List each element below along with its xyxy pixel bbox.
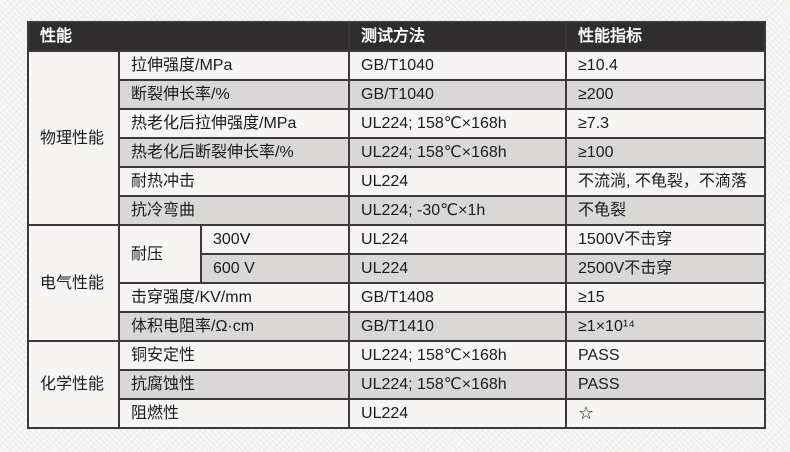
index-cell: ≥15 bbox=[565, 282, 767, 313]
table-row: 电气性能 耐压 300V UL224 1500V不击穿 bbox=[27, 224, 767, 342]
category-cell-chemical: 化学性能 bbox=[27, 340, 120, 429]
index-cell: 1500V不击穿 bbox=[565, 224, 767, 255]
property-cell: 600 V bbox=[199, 253, 351, 284]
property-cell: 抗腐蚀性 bbox=[117, 369, 351, 400]
property-cell: 阻燃性 bbox=[117, 398, 351, 429]
table-row: 抗冷弯曲 UL224; -30℃×1h 不龟裂 bbox=[28, 195, 767, 226]
method-cell: UL224 bbox=[348, 166, 568, 197]
method-cell: UL224; 158℃×168h bbox=[348, 108, 568, 139]
method-cell: UL224; 158℃×168h bbox=[348, 340, 568, 371]
method-cell: UL224 bbox=[348, 224, 568, 255]
table-row: 耐热冲击 UL224 不流淌, 不龟裂，不滴落 bbox=[28, 166, 767, 197]
table-row: 物理性能 拉伸强度/MPa GB/T1040 ≥10.4 bbox=[27, 50, 767, 226]
property-cell: 热老化后断裂伸长率/% bbox=[117, 137, 351, 168]
method-cell: UL224 bbox=[348, 253, 568, 284]
method-cell: GB/T1410 bbox=[348, 311, 568, 342]
properties-table: 性能 测试方法 性能指标 物理性能 拉伸强度/MPa GB/T1040 ≥10.… bbox=[26, 21, 767, 429]
method-cell: GB/T1408 bbox=[348, 282, 568, 313]
property-cell: 击穿强度/KV/mm bbox=[117, 282, 351, 313]
table-row: 击穿强度/KV/mm GB/T1408 ≥15 bbox=[28, 282, 767, 313]
table-row: 热老化后拉伸强度/MPa UL224; 158℃×168h ≥7.3 bbox=[28, 108, 767, 139]
method-cell: UL224 bbox=[348, 398, 568, 429]
category-cell-electrical: 电气性能 bbox=[27, 224, 120, 342]
property-cell: 断裂伸长率/% bbox=[117, 79, 351, 110]
table-row: 阻燃性 UL224 ☆ bbox=[28, 398, 767, 429]
index-cell: ≥200 bbox=[565, 79, 767, 110]
index-cell: 不流淌, 不龟裂，不滴落 bbox=[565, 166, 767, 197]
index-cell: ☆ bbox=[565, 398, 767, 429]
subgroup-cell-withstand-voltage: 耐压 bbox=[118, 224, 202, 284]
property-cell: 拉伸强度/MPa bbox=[117, 50, 351, 81]
property-cell: 耐热冲击 bbox=[117, 166, 351, 197]
index-cell: 不龟裂 bbox=[565, 195, 767, 226]
index-cell: 2500V不击穿 bbox=[565, 253, 767, 284]
table-row: 热老化后断裂伸长率/% UL224; 158℃×168h ≥100 bbox=[28, 137, 767, 168]
index-cell: ≥100 bbox=[565, 137, 767, 168]
index-cell: PASS bbox=[565, 340, 767, 371]
table-row: 体积电阻率/Ω·cm GB/T1410 ≥1×10¹⁴ bbox=[28, 311, 767, 342]
method-cell: UL224; 158℃×168h bbox=[348, 137, 568, 168]
index-cell: ≥10.4 bbox=[565, 50, 767, 81]
method-cell: UL224; 158℃×168h bbox=[348, 369, 568, 400]
table-row: 600 V UL224 2500V不击穿 bbox=[28, 253, 767, 284]
property-cell: 体积电阻率/Ω·cm bbox=[117, 311, 351, 342]
index-cell: ≥7.3 bbox=[565, 108, 767, 139]
method-cell: UL224; -30℃×1h bbox=[348, 195, 568, 226]
index-cell: ≥1×10¹⁴ bbox=[565, 311, 767, 342]
property-cell: 铜安定性 bbox=[117, 340, 351, 371]
header-cell-test-method: 测试方法 bbox=[348, 21, 568, 52]
table-row: 断裂伸长率/% GB/T1040 ≥200 bbox=[28, 79, 767, 110]
method-cell: GB/T1040 bbox=[348, 50, 568, 81]
header-cell-performance: 性能 bbox=[26, 21, 351, 52]
header-cell-performance-index: 性能指标 bbox=[565, 21, 767, 52]
table-row: 抗腐蚀性 UL224; 158℃×168h PASS bbox=[28, 369, 767, 400]
category-cell-physical: 物理性能 bbox=[27, 50, 120, 226]
header-row: 性能 测试方法 性能指标 bbox=[26, 21, 767, 52]
method-cell: GB/T1040 bbox=[348, 79, 568, 110]
property-cell: 热老化后拉伸强度/MPa bbox=[117, 108, 351, 139]
table-row: 化学性能 铜安定性 UL224; 158℃×168h PASS bbox=[27, 340, 767, 429]
index-cell: PASS bbox=[565, 369, 767, 400]
property-cell: 抗冷弯曲 bbox=[117, 195, 351, 226]
property-cell: 300V bbox=[199, 224, 351, 255]
